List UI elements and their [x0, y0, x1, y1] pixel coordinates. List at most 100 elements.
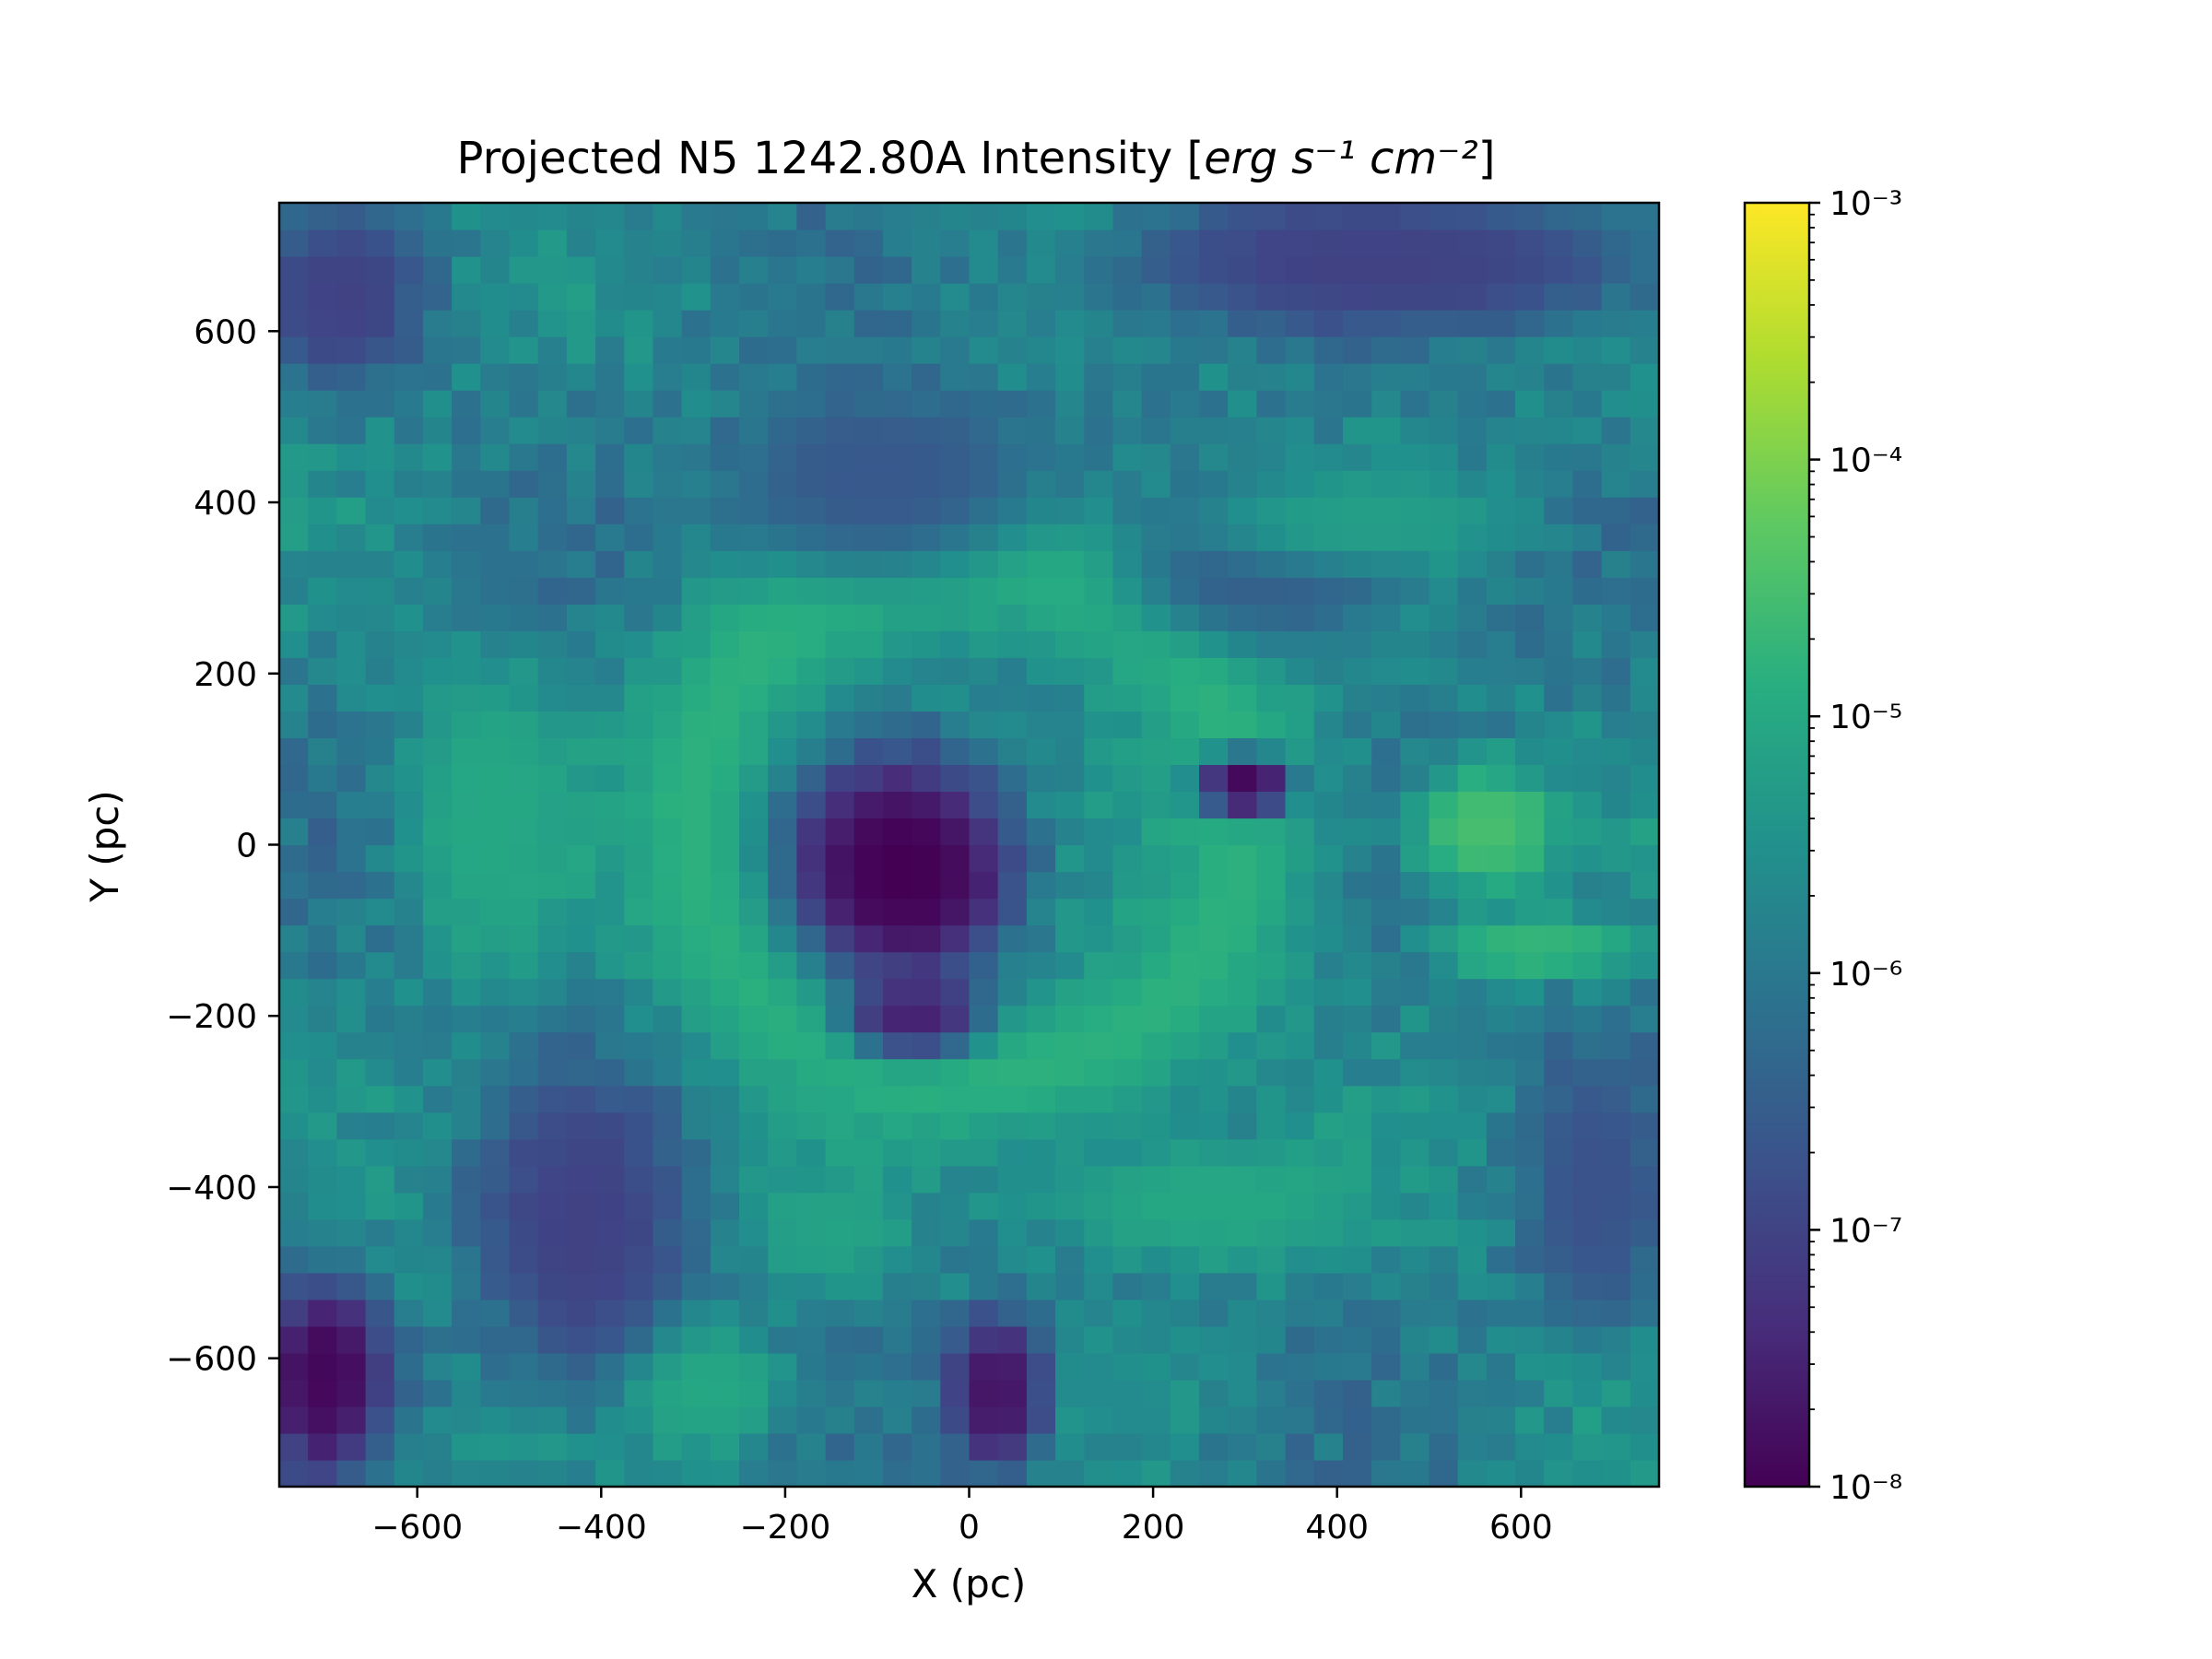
heatmap-cell [853, 229, 884, 257]
heatmap-cell [1429, 1138, 1459, 1167]
heatmap-cell [1630, 818, 1660, 846]
heatmap-cell [1342, 443, 1372, 471]
heatmap-cell [537, 630, 568, 658]
heatmap-cell [1084, 818, 1114, 846]
heatmap-cell [1313, 470, 1344, 498]
heatmap-cell [1141, 818, 1171, 846]
heatmap-cell [825, 844, 855, 873]
heatmap-cell [624, 844, 654, 873]
heatmap-cell [308, 951, 337, 980]
heatmap-cell [882, 1352, 912, 1381]
heatmap-cell [1544, 363, 1574, 391]
heatmap-cell [1400, 363, 1430, 391]
heatmap-cell [1429, 1245, 1459, 1274]
heatmap-cell [1141, 737, 1171, 766]
heatmap-cell [1313, 818, 1344, 846]
heatmap-cell [624, 1299, 654, 1327]
x-tick-label: −200 [739, 1509, 830, 1547]
heatmap-cell [1630, 898, 1660, 926]
heatmap-cell [1112, 1352, 1143, 1381]
heatmap-cell [480, 443, 511, 471]
heatmap-cell [1572, 1005, 1603, 1033]
colorbar [1745, 203, 1809, 1487]
heatmap-cell [1141, 711, 1171, 739]
heatmap-cell [1313, 951, 1344, 980]
heatmap-cell [1199, 1192, 1229, 1220]
heatmap-cell [308, 524, 337, 551]
heatmap-cell [768, 1218, 797, 1247]
heatmap-cell [739, 684, 769, 712]
heatmap-cell [537, 604, 568, 631]
heatmap-cell [1544, 1218, 1574, 1247]
heatmap-cell [308, 203, 337, 230]
heatmap-cell [308, 363, 337, 391]
heatmap-cell [452, 1325, 481, 1354]
heatmap-cell [739, 363, 769, 391]
heatmap-cell [422, 791, 453, 819]
heatmap-cell [1515, 604, 1545, 631]
heatmap-cell [1429, 1165, 1459, 1194]
heatmap-cell [624, 1325, 654, 1354]
heatmap-cell [882, 737, 912, 766]
heatmap-cell [624, 818, 654, 846]
heatmap-cell [1141, 1379, 1171, 1407]
heatmap-cell [1515, 924, 1545, 953]
heatmap-cell [1084, 1218, 1114, 1247]
heatmap-cell [1170, 577, 1200, 605]
heatmap-cell [595, 443, 625, 471]
heatmap-cell [1572, 657, 1603, 685]
heatmap-cell [1544, 229, 1574, 257]
heatmap-cell [1170, 604, 1200, 631]
heatmap-cell [1285, 363, 1315, 391]
heatmap-cell [1342, 336, 1372, 364]
heatmap-cell [1515, 764, 1545, 793]
heatmap-cell [969, 1379, 999, 1407]
heatmap-cell [1170, 871, 1200, 900]
heatmap-cell [1601, 657, 1631, 685]
heatmap-cell [365, 1299, 395, 1327]
heatmap-cell [1228, 1379, 1257, 1407]
heatmap-cell [653, 310, 683, 337]
heatmap-cell [452, 550, 481, 578]
heatmap-cell [1515, 737, 1545, 766]
heatmap-cell [1170, 1459, 1200, 1488]
heatmap-cell [336, 256, 367, 284]
heatmap-cell [1429, 1459, 1459, 1488]
heatmap-cell [969, 1005, 999, 1033]
heatmap-cell [480, 657, 511, 685]
heatmap-cell [969, 1352, 999, 1381]
heatmap-cell [1515, 443, 1545, 471]
heatmap-cell [1199, 524, 1229, 551]
heatmap-cell [394, 497, 424, 524]
heatmap-cell [768, 1459, 797, 1488]
heatmap-cell [1199, 1085, 1229, 1113]
heatmap-cell [1112, 1432, 1143, 1461]
heatmap-cell [624, 417, 654, 444]
heatmap-cell [1055, 1031, 1085, 1060]
heatmap-cell [1141, 283, 1171, 311]
heatmap-cell [825, 229, 855, 257]
heatmap-cell [1371, 1138, 1401, 1167]
heatmap-cell [853, 470, 884, 498]
heatmap-cell [537, 711, 568, 739]
heatmap-cell [422, 443, 453, 471]
heatmap-cell [1170, 470, 1200, 498]
heatmap-cell [940, 417, 971, 444]
heatmap-cell [1515, 550, 1545, 578]
heatmap-cell [681, 550, 712, 578]
heatmap-cell [1429, 1299, 1459, 1327]
heatmap-cell [1256, 443, 1287, 471]
heatmap-cell [624, 310, 654, 337]
heatmap-cell [1601, 1406, 1631, 1434]
heatmap-cell [1630, 737, 1660, 766]
heatmap-cell [1112, 924, 1143, 953]
heatmap-cell [1084, 497, 1114, 524]
heatmap-cell [1285, 924, 1315, 953]
heatmap-cell [912, 951, 941, 980]
heatmap-cell [1256, 818, 1287, 846]
heatmap-cell [480, 1058, 511, 1087]
heatmap-cell [1515, 1031, 1545, 1060]
heatmap-cell [308, 818, 337, 846]
heatmap-cell [1055, 630, 1085, 658]
